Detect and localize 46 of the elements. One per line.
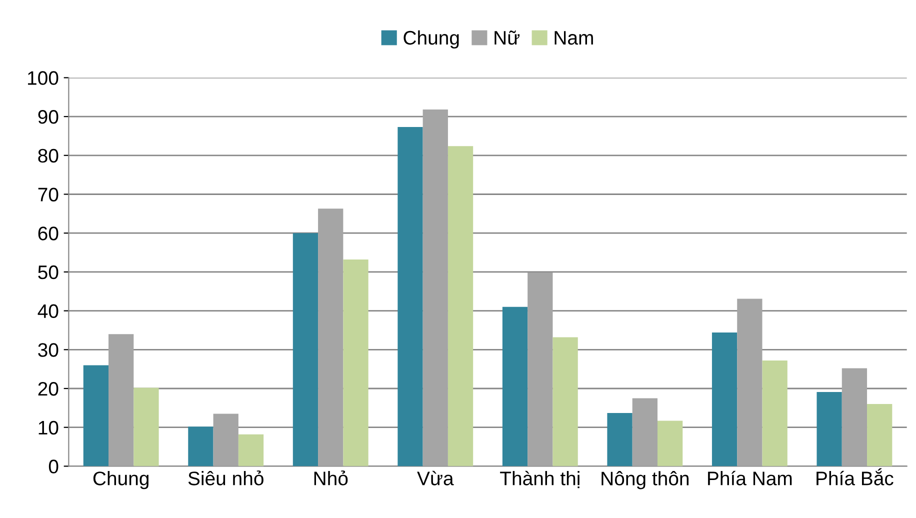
y-tick-label: 20 xyxy=(38,382,58,396)
y-tick-label: 10 xyxy=(38,420,58,435)
x-tick-label: Phía Nam xyxy=(708,470,792,486)
y-tick-label: 0 xyxy=(48,460,58,474)
x-tick-label: Phía Bắc xyxy=(816,468,894,486)
x-tick-label: Nông thôn xyxy=(602,471,689,490)
y-tick-label: 100 xyxy=(28,71,58,85)
bar xyxy=(398,127,423,466)
bar xyxy=(607,412,632,466)
bar xyxy=(502,306,528,466)
legend-label: Nam xyxy=(554,31,593,45)
bar xyxy=(238,434,264,466)
bar xyxy=(842,368,868,466)
y-tick-label: 70 xyxy=(38,188,58,202)
legend-label: Chung xyxy=(404,30,459,49)
bar xyxy=(343,260,368,466)
bar xyxy=(292,233,318,466)
x-tick-label: Nhỏ xyxy=(314,470,348,486)
bar xyxy=(816,392,842,466)
bar xyxy=(762,360,788,466)
legend-label: Nữ xyxy=(494,30,520,45)
bar xyxy=(712,332,738,466)
bar xyxy=(528,272,553,466)
bar xyxy=(188,426,214,466)
bar xyxy=(108,334,134,466)
bar xyxy=(422,110,448,466)
x-tick-label: Thành thị xyxy=(500,470,580,488)
y-tick-label: 90 xyxy=(38,110,58,124)
bar xyxy=(552,337,578,466)
bar xyxy=(83,365,109,466)
y-tick-label: 60 xyxy=(38,226,58,240)
x-tick-label: Chung xyxy=(93,471,148,490)
y-tick-label: 50 xyxy=(38,265,58,280)
y-tick-label: 40 xyxy=(38,304,58,318)
y-tick-label: 80 xyxy=(38,148,58,163)
x-tick-label: Vừa xyxy=(417,470,454,486)
bar xyxy=(134,388,159,466)
bar xyxy=(632,398,658,466)
x-tick-label: Siêu nhỏ xyxy=(188,470,264,486)
y-tick-label: 30 xyxy=(38,343,58,357)
bar xyxy=(657,420,683,466)
bar xyxy=(213,414,238,466)
bar xyxy=(737,298,762,466)
bar xyxy=(867,404,892,466)
bar xyxy=(448,146,474,466)
bar xyxy=(318,208,344,466)
